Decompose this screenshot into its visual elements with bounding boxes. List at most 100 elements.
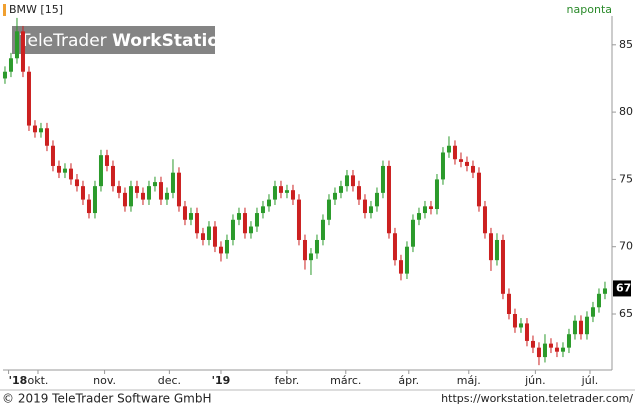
candle-body xyxy=(368,206,373,214)
candle-body xyxy=(524,323,529,341)
candle-body xyxy=(50,145,55,166)
candle-body xyxy=(128,186,133,207)
candle-body xyxy=(116,186,121,193)
candle-body xyxy=(254,213,259,227)
x-tick-label: '18 xyxy=(9,374,28,387)
interval-label: naponta xyxy=(567,3,612,16)
candle-body xyxy=(416,213,421,220)
x-tick-label: jún. xyxy=(524,374,546,387)
candle-body xyxy=(92,186,97,214)
x-tick-label: okt. xyxy=(28,374,49,387)
x-tick-label: máj. xyxy=(457,374,481,387)
candle-body xyxy=(470,165,475,173)
y-tick-label: 65 xyxy=(619,307,633,320)
candle-body xyxy=(428,206,433,210)
candle-body xyxy=(122,192,127,207)
candle-body xyxy=(176,172,181,207)
candle-body xyxy=(314,239,319,254)
candle-body xyxy=(578,320,583,335)
candle-body xyxy=(230,219,235,240)
candle-body xyxy=(494,239,499,261)
candle-body xyxy=(572,320,577,335)
candle-body xyxy=(248,226,253,234)
candle-body xyxy=(596,293,601,308)
candle-body xyxy=(20,31,25,72)
candle-body xyxy=(488,233,493,261)
y-tick-label: 85 xyxy=(619,38,633,51)
candle-body xyxy=(80,186,85,200)
candle-body xyxy=(14,31,19,59)
candle-body xyxy=(188,213,193,220)
x-tick-label: dec. xyxy=(158,374,181,387)
candle-body xyxy=(218,246,223,254)
candle-body xyxy=(158,182,163,200)
candle-body xyxy=(326,199,331,220)
candle-body xyxy=(392,233,397,261)
candle-body xyxy=(266,199,271,207)
candle-body xyxy=(278,186,283,193)
candle-body xyxy=(44,128,49,146)
x-tick-label: júl. xyxy=(581,374,599,387)
y-tick-label: 80 xyxy=(619,105,633,118)
candle-body xyxy=(56,165,61,173)
candle-body xyxy=(98,155,103,187)
candle-body xyxy=(584,316,589,335)
candle-body xyxy=(146,186,151,200)
candle-body xyxy=(440,152,445,180)
watermark: TeleTrader WorkStation xyxy=(19,31,231,51)
candle-body xyxy=(302,239,307,261)
candle-body xyxy=(242,213,247,234)
candle-body xyxy=(338,186,343,193)
candle-body xyxy=(404,246,409,274)
candle-body xyxy=(152,182,157,187)
candle-body xyxy=(206,226,211,240)
x-tick-label: nov. xyxy=(93,374,116,387)
candle-body xyxy=(500,239,505,294)
candle-body xyxy=(212,226,217,247)
candle-body xyxy=(422,206,427,214)
candle-body xyxy=(530,340,535,348)
candle-body xyxy=(26,71,31,126)
chart-title: BMW [15] xyxy=(9,3,63,16)
last-price-label: 67 xyxy=(616,281,631,294)
candle-body xyxy=(272,186,277,200)
candle-body xyxy=(452,145,457,160)
candle-body xyxy=(236,213,241,220)
candle-body xyxy=(344,175,349,187)
candle-body xyxy=(110,165,115,187)
candle-body xyxy=(512,314,517,328)
candle-body xyxy=(356,186,361,200)
candle-body xyxy=(284,190,289,193)
candle-body xyxy=(68,168,73,180)
footer-url: https://workstation.teletrader.com/ xyxy=(441,392,633,405)
y-tick-label: 75 xyxy=(619,172,633,185)
watermark-brand: TeleTrader xyxy=(19,31,107,51)
last-price-box xyxy=(613,280,631,297)
candle-body xyxy=(224,239,229,254)
candle-body xyxy=(482,206,487,234)
candle-body xyxy=(8,58,13,72)
candle-body xyxy=(104,155,109,166)
candle-body xyxy=(458,159,463,162)
candle-body xyxy=(434,179,439,210)
candle-body xyxy=(86,199,91,214)
candle-body xyxy=(362,199,367,214)
candle-body xyxy=(308,253,313,261)
candle-body xyxy=(542,343,547,358)
candle-body xyxy=(602,288,607,294)
candle-body xyxy=(410,219,415,247)
candle-body xyxy=(296,199,301,240)
candle-body xyxy=(200,233,205,240)
candle-body xyxy=(62,168,67,173)
candle-body xyxy=(74,179,79,187)
candle-body xyxy=(590,307,595,317)
candle-body xyxy=(38,128,43,133)
x-tick-label: ápr. xyxy=(398,374,419,387)
candle-body xyxy=(290,190,295,200)
candle-body xyxy=(398,260,403,274)
candle-body xyxy=(518,323,523,328)
candle-body xyxy=(464,161,469,166)
candle-body xyxy=(260,206,265,214)
